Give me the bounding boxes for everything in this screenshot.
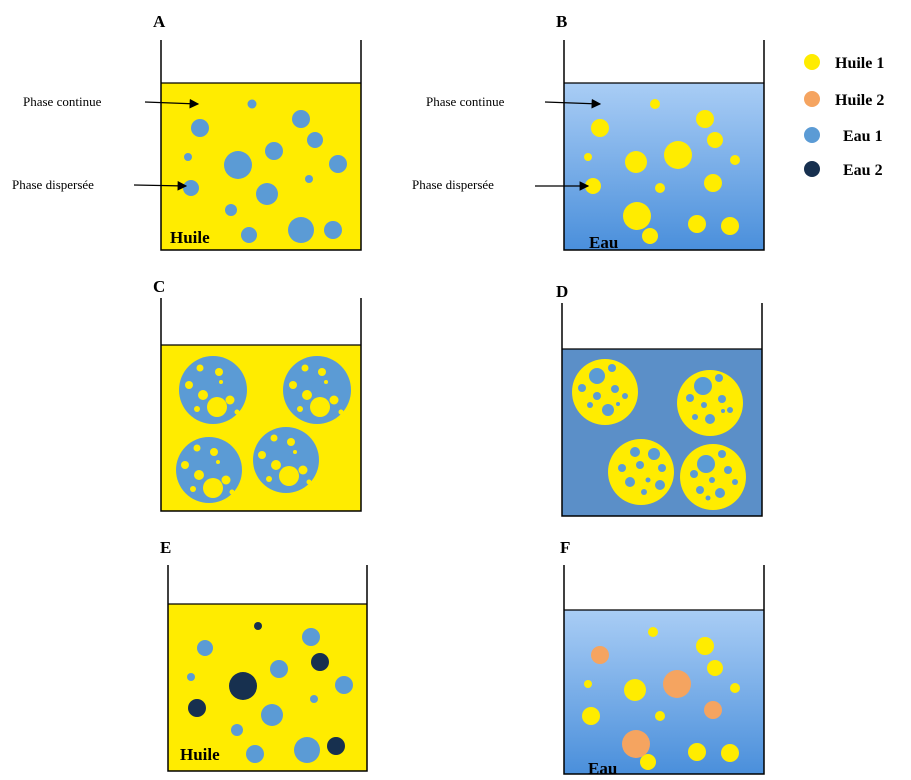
multiple-droplet (608, 439, 674, 505)
phase-label-huile: Huile (180, 745, 220, 764)
label-phase-continue: Phase continue (426, 94, 505, 109)
beaker-outline (167, 565, 368, 772)
legend-label: Eau 1 (843, 128, 883, 145)
legend-item-eau-2: Eau 2 (804, 161, 883, 179)
water-droplets (183, 99, 347, 243)
multiple-droplet (283, 356, 351, 424)
phase-label-eau: Eau (588, 759, 617, 778)
panel-letter-e: E (160, 538, 171, 557)
legend-item-eau-1: Eau 1 (804, 127, 883, 145)
multiple-droplet (179, 356, 247, 424)
oil1-droplets (582, 627, 740, 770)
panel-d (561, 303, 763, 517)
beaker-outline (561, 303, 763, 517)
phase-label-huile: Huile (170, 228, 210, 247)
legend-swatch (804, 127, 820, 143)
legend-item-huile-2: Huile 2 (804, 91, 884, 109)
arrow-dispersed (133, 181, 188, 191)
multiple-droplet (572, 359, 638, 425)
multiple-droplet (176, 437, 242, 503)
legend-item-huile-1: Huile 1 (804, 54, 884, 72)
legend-label: Eau 2 (843, 162, 883, 179)
label-phase-dispersee: Phase dispersée (412, 177, 494, 192)
legend-label: Huile 2 (835, 92, 884, 109)
label-phase-dispersee: Phase dispersée (12, 177, 94, 192)
beaker-outline (160, 298, 362, 512)
legend-label: Huile 1 (835, 55, 884, 72)
panel-f: Eau (563, 565, 765, 778)
panel-letter-a: A (153, 12, 166, 31)
legend-swatch (804, 161, 820, 177)
panel-letter-c: C (153, 277, 165, 296)
panel-b: Eau Phase continue Phase dispersée (412, 40, 765, 252)
beaker-outline (563, 565, 765, 775)
legend: Huile 1 Huile 2 Eau 1 Eau 2 (804, 54, 884, 179)
legend-swatch (804, 54, 820, 70)
label-phase-continue: Phase continue (23, 94, 102, 109)
oil-droplets (584, 99, 740, 244)
arrow-continuous (144, 98, 200, 109)
beaker-outline (160, 40, 362, 251)
water2-droplets (188, 622, 345, 755)
multiple-droplet (253, 427, 319, 493)
arrow-continuous (544, 98, 602, 109)
panel-c (160, 298, 362, 512)
multiple-droplet (677, 370, 743, 436)
panel-a: Huile Phase continue Phase dispersée (12, 40, 362, 251)
oil-phase-fill (161, 83, 361, 250)
multiple-droplet (680, 444, 746, 510)
panel-letter-d: D (556, 282, 568, 301)
water1-droplets (187, 628, 353, 763)
panel-letter-f: F (560, 538, 570, 557)
oil2-droplets (591, 646, 722, 758)
panel-e: Huile (167, 565, 368, 772)
panel-letter-b: B (556, 12, 567, 31)
phase-label-eau: Eau (589, 233, 618, 252)
beaker-outline (563, 40, 765, 251)
legend-swatch (804, 91, 820, 107)
